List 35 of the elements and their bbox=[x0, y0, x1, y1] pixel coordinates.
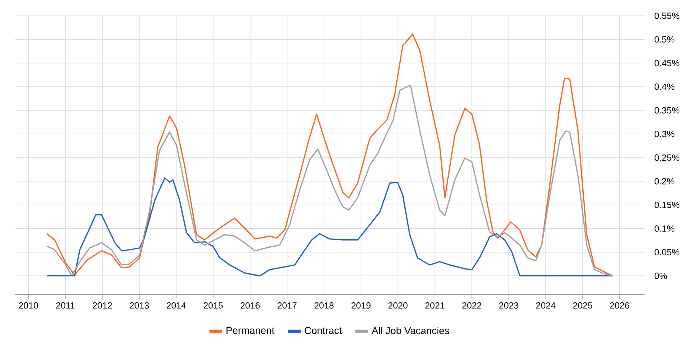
x-tick-label: 2023 bbox=[500, 302, 519, 309]
x-tick-label: 2018 bbox=[314, 302, 334, 309]
y-tick-label: 0.25% bbox=[654, 154, 680, 162]
y-tick-label: 0.15% bbox=[654, 202, 680, 208]
x-tick-label: 2019 bbox=[352, 302, 371, 309]
x-tick-label: 2017 bbox=[278, 302, 297, 309]
y-tick-label: 0.2% bbox=[654, 178, 675, 185]
y-tick-label: 0.35% bbox=[654, 107, 680, 114]
legend-label: Contract bbox=[304, 327, 342, 334]
x-tick-label: 2021 bbox=[426, 302, 445, 309]
y-tick-label: 0.45% bbox=[654, 60, 680, 66]
y-tick-label: 0.55% bbox=[654, 12, 680, 20]
line-series bbox=[46, 84, 614, 277]
legend-label: All Job Vacancies bbox=[372, 327, 450, 334]
y-tick-label: 0.4% bbox=[654, 84, 675, 90]
x-tick-label: 2012 bbox=[93, 302, 112, 309]
y-tick-label: 0% bbox=[654, 272, 668, 280]
x-tick-label: 2022 bbox=[462, 302, 482, 309]
y-tick-label: 0.3% bbox=[654, 131, 675, 138]
y-tick-label: 0.1% bbox=[654, 226, 675, 232]
x-tick-label: 2026 bbox=[610, 302, 630, 309]
x-tick-label: 2014 bbox=[166, 302, 186, 309]
x-tick-label: 2015 bbox=[204, 302, 224, 309]
x-tick-label: 2016 bbox=[240, 302, 260, 309]
x-tick-label: 2020 bbox=[388, 302, 408, 309]
legend-label: Permanent bbox=[226, 327, 275, 334]
y-tick-label: 0.05% bbox=[654, 249, 680, 256]
x-tick-label: 2010 bbox=[19, 302, 38, 309]
line-series bbox=[46, 178, 614, 277]
x-tick-label: 2011 bbox=[56, 302, 75, 309]
x-tick-label: 2024 bbox=[536, 302, 556, 309]
y-tick-label: 0.5% bbox=[654, 36, 675, 43]
x-tick-label: 2025 bbox=[573, 302, 593, 309]
line-series bbox=[46, 34, 614, 277]
x-tick-label: 2013 bbox=[130, 302, 150, 309]
